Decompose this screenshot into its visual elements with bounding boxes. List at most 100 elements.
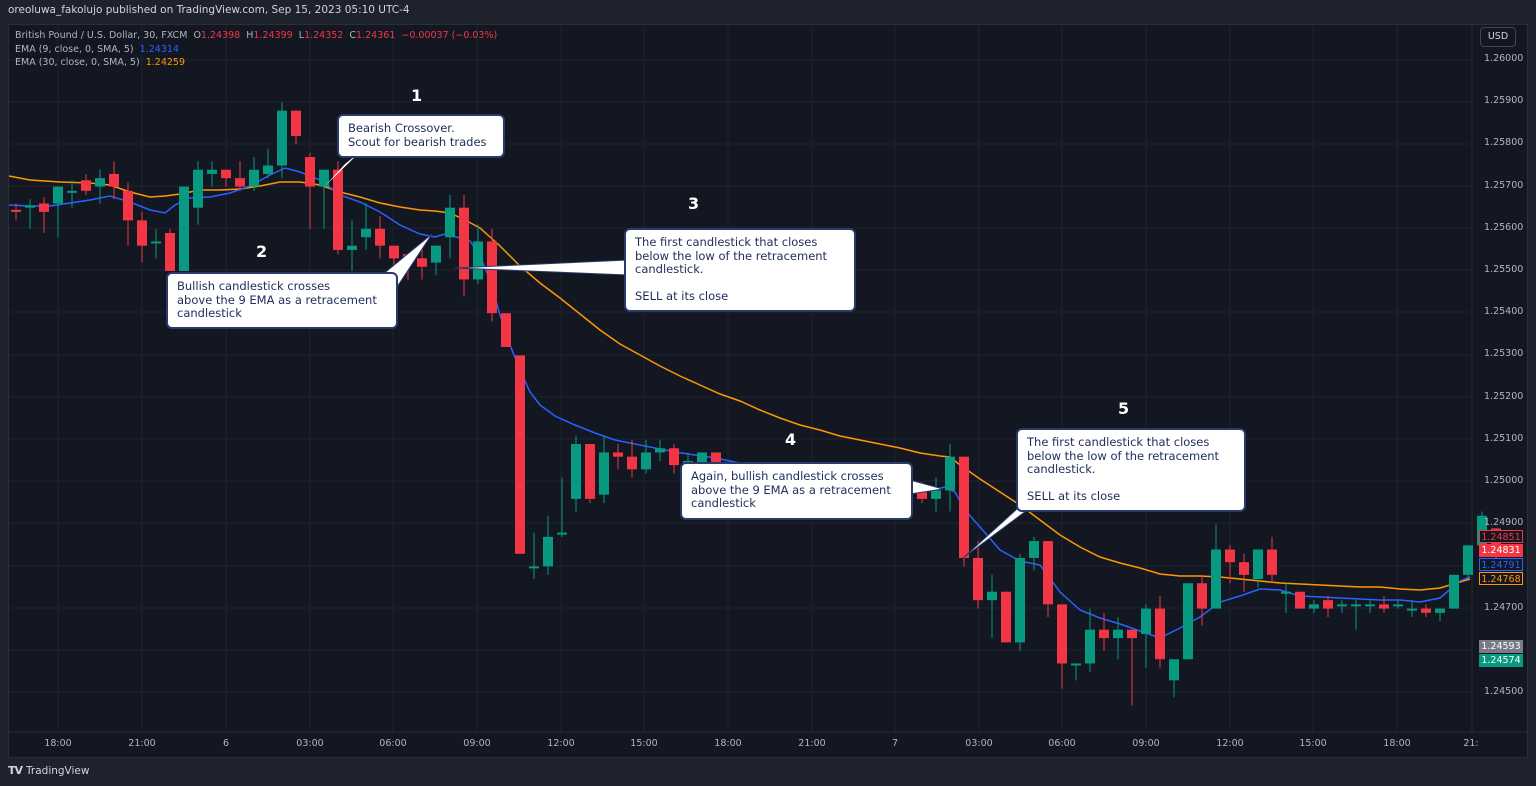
candle <box>683 460 693 463</box>
candle <box>53 186 63 204</box>
candle <box>249 169 259 187</box>
candle <box>1393 604 1403 607</box>
candle <box>1225 549 1235 563</box>
candle <box>973 557 983 601</box>
time-tick: 12:00 <box>547 738 575 749</box>
price-tick: 1.24700 <box>1484 601 1524 613</box>
candle <box>1407 608 1417 611</box>
price-tick: 1.25400 <box>1484 306 1524 318</box>
candle <box>669 448 679 466</box>
annotation-number-5: 5 <box>1118 399 1130 418</box>
candle <box>305 157 315 187</box>
candle <box>445 207 455 238</box>
candle <box>291 110 301 136</box>
candle <box>1169 659 1179 681</box>
candle <box>959 456 969 558</box>
candle <box>1099 629 1109 639</box>
price-tick: 1.25100 <box>1484 432 1524 444</box>
candle <box>1281 591 1291 594</box>
price-label-fill-red: 1.24831 <box>1479 544 1523 557</box>
price-tick: 1.25700 <box>1484 179 1524 191</box>
price-tick: 1.25300 <box>1484 348 1524 360</box>
time-tick: 21:00 <box>798 738 826 749</box>
candle <box>697 452 707 466</box>
candle <box>67 190 77 193</box>
candle <box>487 241 497 314</box>
chart-legend: British Pound / U.S. Dollar, 30, FXCM O1… <box>15 29 497 70</box>
candle <box>431 245 441 263</box>
time-tick: 6 <box>222 738 230 749</box>
candle <box>711 452 721 466</box>
candle <box>931 490 941 499</box>
price-tick: 1.25500 <box>1484 264 1524 275</box>
candle <box>1239 562 1249 575</box>
candle <box>137 220 147 246</box>
callout-5-pointer <box>962 507 1032 559</box>
candle <box>1183 583 1193 660</box>
candle <box>39 203 49 212</box>
annotation-number-4: 4 <box>785 430 797 449</box>
brand-name: TradingView <box>26 764 90 777</box>
candle <box>1365 604 1375 607</box>
candle <box>599 452 609 495</box>
time-tick: 18:00 <box>44 738 72 749</box>
symbol-legend-row: British Pound / U.S. Dollar, 30, FXCM O1… <box>15 30 498 41</box>
annotation-number-3: 3 <box>688 194 700 213</box>
price-tick: 1.26000 <box>1484 53 1524 64</box>
candle <box>11 209 21 212</box>
candle <box>1253 549 1263 580</box>
price-tick: 1.25000 <box>1484 475 1524 486</box>
candle <box>1309 604 1319 609</box>
candle <box>917 490 927 499</box>
candle <box>221 169 231 179</box>
candle <box>207 169 217 174</box>
time-tick: 06:00 <box>379 738 407 749</box>
candle <box>1337 604 1347 607</box>
candle <box>333 169 343 250</box>
candle <box>179 186 189 271</box>
candle <box>1323 600 1333 609</box>
chart-pane[interactable] <box>8 24 1528 758</box>
candle <box>1267 549 1277 575</box>
price-label-outline-red: 1.24851 <box>1479 530 1523 543</box>
callout-sell-signal-2: The first candlestick that closes below … <box>1016 428 1246 512</box>
candle <box>1449 574 1459 609</box>
candle <box>1029 541 1039 558</box>
candle <box>1085 629 1095 664</box>
candle <box>1001 591 1011 643</box>
time-tick: 15:00 <box>1299 738 1327 749</box>
candle <box>1463 545 1473 575</box>
annotation-number-2: 2 <box>256 242 268 261</box>
price-label-fill-gray: 1.24593 <box>1479 640 1523 653</box>
candle <box>655 448 665 453</box>
ema9-legend-row: EMA (9, close, 0, SMA, 5) 1.24314 <box>15 43 179 55</box>
candle <box>109 173 119 187</box>
time-tick: 21:00 <box>128 738 156 749</box>
candlesticks <box>11 102 1501 706</box>
price-label-outline-orange: 1.24768 <box>1479 572 1523 585</box>
candle <box>1421 608 1431 613</box>
currency-button[interactable]: USD <box>1480 27 1516 47</box>
candle <box>165 233 175 271</box>
candle <box>319 169 329 187</box>
callout-sell-signal-1: The first candlestick that closes below … <box>624 228 856 312</box>
candle <box>417 258 427 267</box>
candle <box>459 207 469 280</box>
candle <box>151 241 161 244</box>
time-tick: 15:00 <box>630 738 658 749</box>
candle <box>1141 608 1151 634</box>
candle <box>473 241 483 280</box>
candle <box>1127 629 1137 639</box>
candle <box>1211 549 1221 609</box>
time-tick: 09:00 <box>463 738 491 749</box>
candle <box>1435 608 1445 613</box>
candle <box>235 178 245 187</box>
callout-1-pointer <box>325 152 360 186</box>
candle <box>987 591 997 601</box>
annotation-number-1: 1 <box>411 86 423 105</box>
time-tick: 7 <box>891 738 899 749</box>
price-label-outline-blue: 1.24791 <box>1479 558 1523 571</box>
candle <box>1071 663 1081 666</box>
time-tick: 03:00 <box>296 738 324 749</box>
